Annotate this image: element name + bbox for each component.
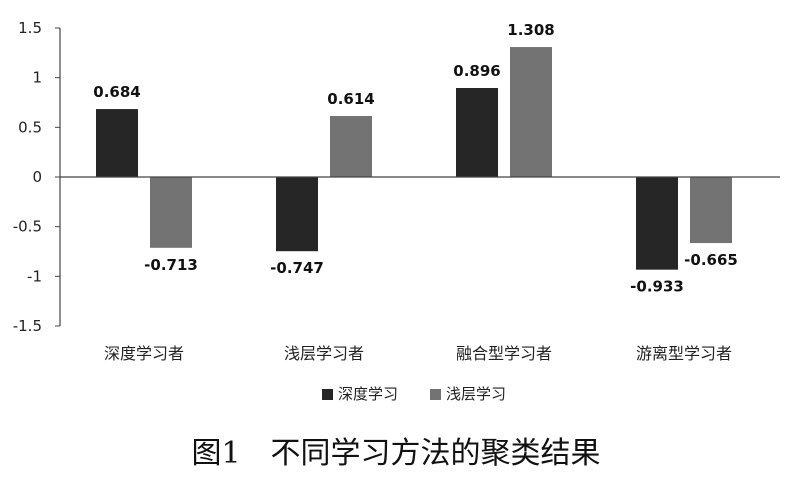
data-label: -0.747 (270, 259, 324, 277)
figure-caption: 图1 不同学习方法的聚类结果 (191, 436, 601, 471)
bar (276, 177, 318, 252)
data-label: 0.684 (93, 83, 140, 101)
category-label: 浅层学习者 (284, 344, 364, 363)
bar-chart: 1.5 1 0.5 0 -0.5 -1 -1.5 0.684 -0.713 -0.747 0.61… (13, 19, 780, 403)
y-tick-label: 0 (32, 168, 42, 186)
y-tick-label: 1 (32, 69, 42, 87)
y-tick-label: -1 (27, 267, 42, 285)
data-labels: 0.684 -0.713 -0.747 0.614 0.896 1.308 -0.933-0… (93, 21, 738, 296)
bar (150, 177, 192, 248)
y-tick-label: -1.5 (13, 317, 42, 335)
bar (690, 177, 732, 244)
y-tick-label: 0.5 (18, 118, 42, 136)
category-label: 游离型学习者 (636, 344, 732, 363)
legend-label: 浅层学习 (446, 385, 506, 403)
legend-swatch (322, 389, 333, 400)
y-tick-label: -0.5 (13, 218, 42, 236)
data-label: 0.614 (327, 90, 374, 108)
bar (456, 87, 498, 177)
bar (510, 47, 552, 178)
data-label: -0.933 (630, 278, 684, 296)
category-label: 融合型学习者 (456, 344, 552, 363)
data-label: -0.713 (144, 256, 198, 274)
data-label: -0.665 (684, 251, 738, 269)
legend-swatch (430, 389, 441, 400)
legend-label: 深度学习 (338, 385, 398, 403)
bar (636, 177, 678, 270)
bars-group (96, 47, 732, 270)
category-label: 深度学习者 (104, 344, 184, 363)
bar (96, 109, 138, 177)
data-label: 1.308 (507, 21, 554, 39)
data-label: 0.896 (453, 62, 500, 80)
legend: 深度学习 浅层学习 (322, 385, 506, 403)
y-tick-label: 1.5 (18, 19, 42, 37)
category-labels: 深度学习者 浅层学习者 融合型学习者 游离型学习者 (104, 344, 732, 363)
y-axis-ticks: 1.5 1 0.5 0 -0.5 -1 -1.5 (13, 19, 60, 335)
bar (330, 116, 372, 177)
